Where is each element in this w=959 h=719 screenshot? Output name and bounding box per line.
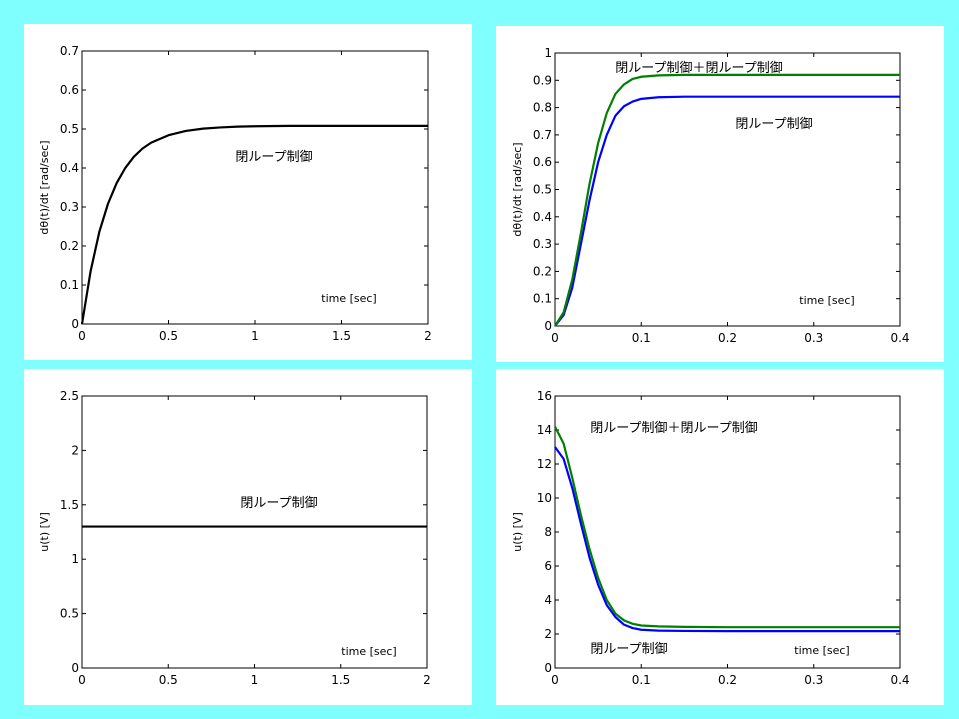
x-tick-label: 0 — [78, 329, 86, 343]
y-axis-label: dθ(t)/dt [rad/sec] — [511, 142, 524, 236]
velocity-chart-closed-loop: 0 0.5 1 1.5 2 0 0.1 0.2 0.3 0.4 0.5 0.6 0.7 閉ループ制御 tim… — [38, 44, 432, 343]
y-tick-label: 4 — [544, 593, 552, 607]
y-tick-label: 0.6 — [533, 155, 552, 169]
y-tick-label: 0.5 — [60, 122, 79, 136]
x-tick-label: 0.2 — [718, 673, 737, 687]
x-tick-label: 2 — [423, 673, 431, 687]
y-tick-label: 0.1 — [60, 278, 79, 292]
y-tick-label: 0.3 — [533, 237, 552, 251]
series-line-1 — [80, 124, 428, 325]
chart-panel-top-left: 0 0.5 1 1.5 2 0 0.1 0.2 0.3 0.4 0.5 0.6 0.7 閉ループ制御 tim… — [24, 24, 472, 360]
plot-area — [81, 395, 428, 669]
y-tick-label: 6 — [544, 559, 552, 573]
y-tick-label: 0.7 — [60, 44, 79, 58]
x-tick-label: 0 — [78, 673, 86, 687]
x-tick-label: 2 — [424, 329, 432, 343]
y-tick-label: 1 — [71, 552, 79, 566]
x-tick-label: 0.2 — [718, 331, 737, 345]
y-tick-label: 14 — [537, 423, 552, 437]
y-tick-label: 0.5 — [60, 607, 79, 621]
x-axis-label: time [sec] — [341, 645, 396, 658]
x-tick-label: 0.5 — [159, 329, 178, 343]
y-tick-label: 0.9 — [533, 73, 552, 87]
x-axis-label: time [sec] — [321, 292, 376, 305]
series-line-1 — [554, 446, 900, 633]
annotation-label: 閉ループ制御＋閉ループ制御 — [590, 421, 757, 436]
annotation-label: 閉ループ制御 — [240, 496, 317, 511]
x-tick-label: 1 — [251, 329, 259, 343]
x-tick-label: 0.4 — [890, 673, 909, 687]
x-tick-label: 0.3 — [804, 331, 823, 345]
chart-panel-bottom-left: 0 0.5 1 1.5 2 0 0.5 1 1.5 2 2.5 閉ループ制御 time [sec] u(t… — [24, 369, 472, 705]
chart-panel-top-right: 0 0.1 0.2 0.3 0.4 0 0.1 0.2 0.3 0.4 0.5 0.6 0.7 0.8 0.… — [496, 26, 944, 362]
y-tick-label: 1.5 — [60, 498, 79, 512]
velocity-chart-comparison: 0 0.1 0.2 0.3 0.4 0 0.1 0.2 0.3 0.4 0.5 0.6 0.7 0.8 0.… — [511, 46, 910, 345]
series-line-2 — [554, 73, 900, 327]
y-tick-label: 2 — [71, 443, 79, 457]
x-tick-label: 1.5 — [332, 329, 351, 343]
y-tick-label: 0 — [71, 317, 79, 331]
y-tick-label: 2.5 — [60, 389, 79, 403]
y-tick-label: 10 — [537, 491, 552, 505]
y-tick-label: 0.6 — [60, 83, 79, 97]
annotation-label: 閉ループ制御 — [735, 117, 812, 132]
x-axis-label: time [sec] — [794, 644, 849, 657]
x-tick-label: 0.1 — [632, 673, 651, 687]
y-axis-label: u(t) [V] — [511, 512, 524, 551]
y-tick-label: 0.5 — [533, 183, 552, 197]
y-tick-label: 0 — [544, 319, 552, 333]
series-line-2 — [554, 426, 900, 629]
x-axis-label: time [sec] — [799, 294, 854, 307]
y-axis-label: u(t) [V] — [38, 512, 51, 551]
plot-area — [554, 52, 901, 327]
y-tick-label: 16 — [537, 389, 552, 403]
annotation-label: 閉ループ制御 — [235, 150, 312, 165]
y-tick-label: 1 — [544, 46, 552, 60]
y-tick-label: 8 — [544, 525, 552, 539]
y-tick-label: 0.8 — [533, 101, 552, 115]
annotation-label: 閉ループ制御 — [590, 642, 667, 657]
y-tick-label: 0 — [544, 661, 552, 675]
series-line-1 — [554, 95, 900, 327]
voltage-chart-comparison: 0 0.1 0.2 0.3 0.4 0 2 4 6 8 10 12 14 16 閉ループ制御＋閉ループ制御閉… — [511, 389, 910, 687]
y-tick-label: 0.7 — [533, 128, 552, 142]
x-tick-label: 0.1 — [632, 331, 651, 345]
x-tick-label: 1.5 — [331, 673, 350, 687]
x-tick-label: 0.5 — [159, 673, 178, 687]
x-tick-label: 0 — [551, 331, 559, 345]
x-tick-label: 0.4 — [890, 331, 909, 345]
voltage-chart-closed-loop: 0 0.5 1 1.5 2 0 0.5 1 1.5 2 2.5 閉ループ制御 time [sec] u(t… — [38, 389, 431, 687]
y-tick-label: 12 — [537, 457, 552, 471]
plot-area — [81, 50, 429, 325]
annotation-label: 閉ループ制御＋閉ループ制御 — [615, 61, 782, 76]
y-tick-label: 0.2 — [60, 239, 79, 253]
x-tick-label: 0.3 — [804, 673, 823, 687]
y-axis-label: dθ(t)/dt [rad/sec] — [38, 140, 51, 234]
y-tick-label: 0 — [71, 661, 79, 675]
y-tick-label: 0.4 — [60, 161, 79, 175]
y-tick-label: 0.2 — [533, 264, 552, 278]
y-tick-label: 0.3 — [60, 200, 79, 214]
plot-area — [554, 395, 901, 669]
y-tick-label: 0.4 — [533, 210, 552, 224]
chart-panel-bottom-right: 0 0.1 0.2 0.3 0.4 0 2 4 6 8 10 12 14 16 閉ループ制御＋閉ループ制御閉… — [496, 369, 944, 705]
y-tick-label: 2 — [544, 627, 552, 641]
x-tick-label: 1 — [251, 673, 259, 687]
y-tick-label: 0.1 — [533, 292, 552, 306]
x-tick-label: 0 — [551, 673, 559, 687]
